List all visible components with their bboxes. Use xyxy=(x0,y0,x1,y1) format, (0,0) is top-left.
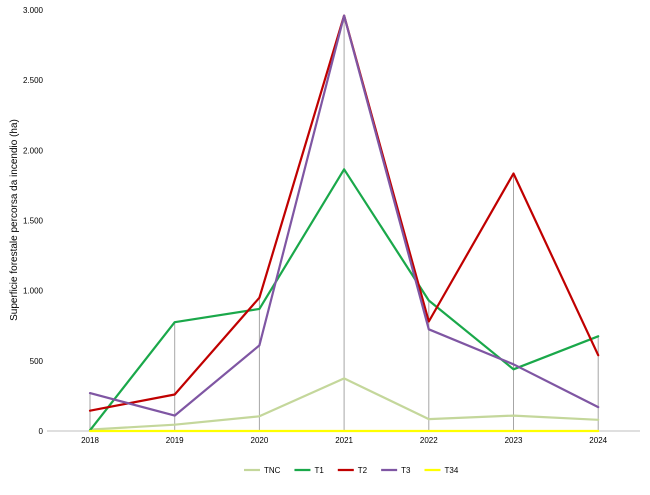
x-tick-label: 2020 xyxy=(251,436,269,445)
series-line-tnc xyxy=(88,377,600,431)
x-tick-label: 2019 xyxy=(166,436,184,445)
x-tick-label: 2024 xyxy=(589,436,607,445)
legend-label: T34 xyxy=(444,466,458,475)
legend-label: T3 xyxy=(401,466,411,475)
y-tick-label: 500 xyxy=(30,357,44,366)
legend-label: T2 xyxy=(358,466,368,475)
x-tick-label: 2023 xyxy=(505,436,523,445)
y-tick-label: 2.000 xyxy=(23,146,44,155)
series-line-t1 xyxy=(88,168,600,432)
y-tick-label: 1.000 xyxy=(23,287,44,296)
series-layer xyxy=(88,14,600,433)
y-tick-label: 1.500 xyxy=(23,217,44,226)
y-tick-label: 3.000 xyxy=(23,6,44,15)
axis-layer: 0 500 1.000 1.500 2.000 2.500 3.000 2018 2019 202… xyxy=(23,6,640,445)
y-tick-label: 2.500 xyxy=(23,76,44,85)
x-tick-label: 2021 xyxy=(335,436,353,445)
y-tick-label: 0 xyxy=(39,427,44,436)
legend: TNC T1 T2 T3 T34 xyxy=(244,466,459,475)
series-line-t3 xyxy=(88,14,600,417)
x-tick-label: 2018 xyxy=(81,436,99,445)
x-tick-label: 2022 xyxy=(420,436,438,445)
legend-label: T1 xyxy=(314,466,324,475)
legend-label: TNC xyxy=(264,466,281,475)
y-axis-label: Superficie forestale percorsa da incendi… xyxy=(9,119,20,321)
